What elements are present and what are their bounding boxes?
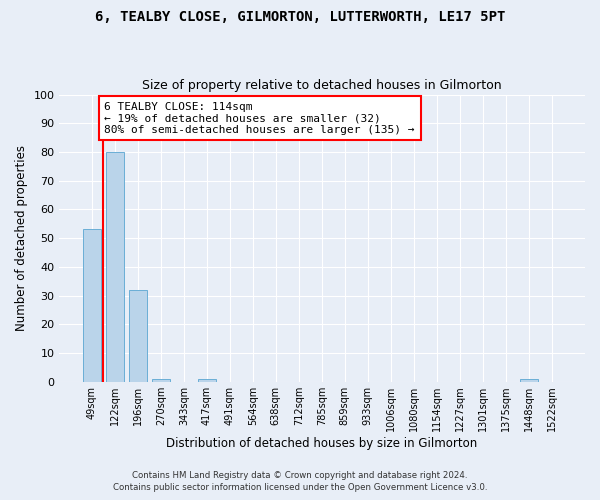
X-axis label: Distribution of detached houses by size in Gilmorton: Distribution of detached houses by size …	[166, 437, 478, 450]
Y-axis label: Number of detached properties: Number of detached properties	[15, 145, 28, 331]
Bar	[197, 379, 216, 382]
Bar	[128, 290, 147, 382]
Title: Size of property relative to detached houses in Gilmorton: Size of property relative to detached ho…	[142, 79, 502, 92]
Text: 6 TEALBY CLOSE: 114sqm
← 19% of detached houses are smaller (32)
80% of semi-det: 6 TEALBY CLOSE: 114sqm ← 19% of detached…	[104, 102, 415, 135]
Text: 6, TEALBY CLOSE, GILMORTON, LUTTERWORTH, LE17 5PT: 6, TEALBY CLOSE, GILMORTON, LUTTERWORTH,…	[95, 10, 505, 24]
Bar	[83, 230, 101, 382]
Bar	[520, 379, 538, 382]
Bar	[152, 379, 170, 382]
Bar	[106, 152, 124, 382]
Text: Contains HM Land Registry data © Crown copyright and database right 2024.
Contai: Contains HM Land Registry data © Crown c…	[113, 471, 487, 492]
